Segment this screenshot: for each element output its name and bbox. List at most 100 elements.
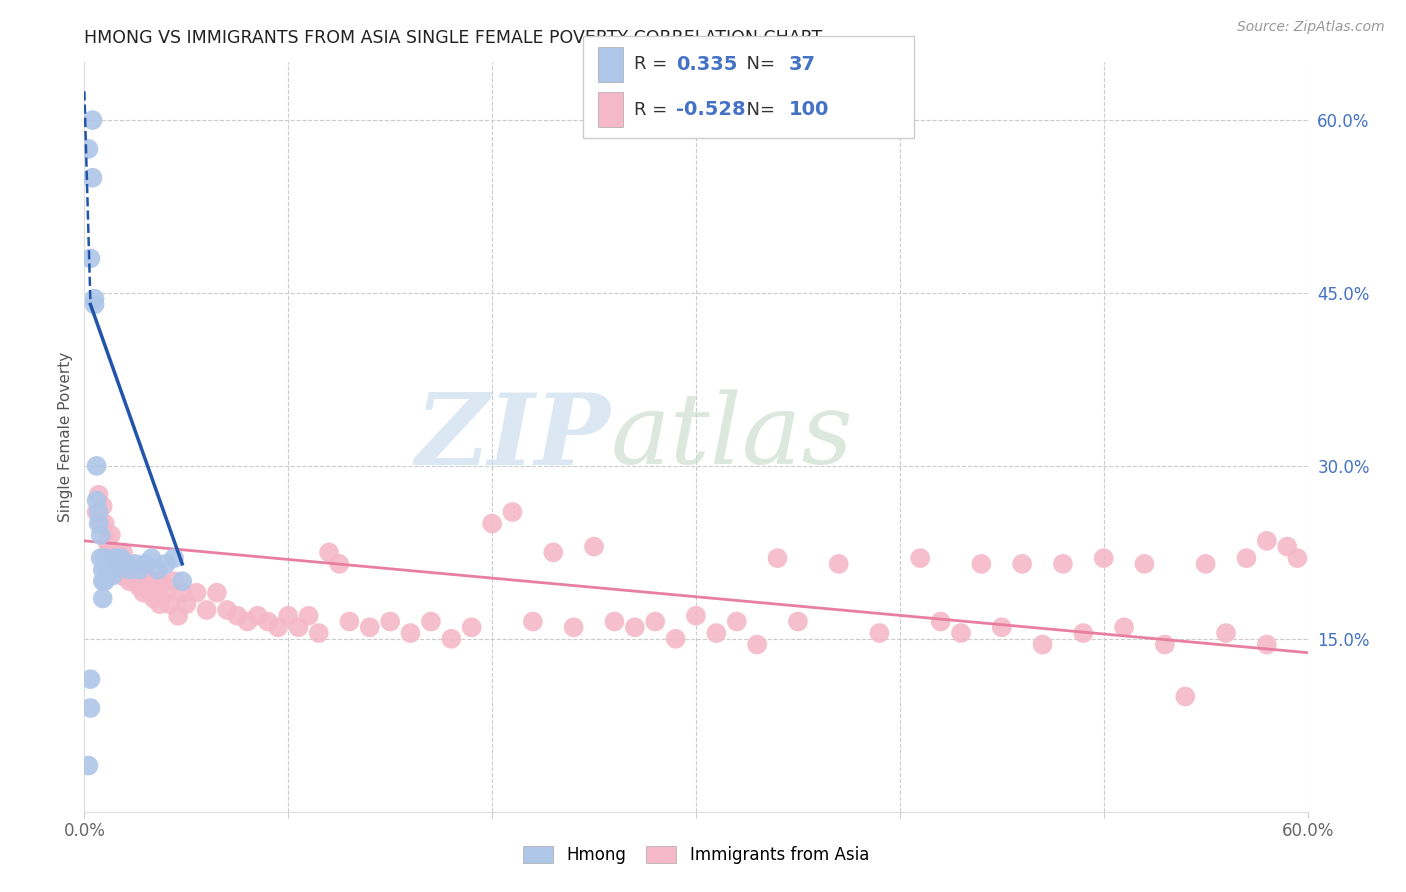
Point (93, 551, 115, 566)
Point (138, 574, 160, 589)
Point (114, 557, 136, 571)
Point (217, 603, 239, 617)
Point (1286, 551, 1309, 566)
Point (86, 505, 108, 519)
Point (308, 626, 330, 640)
Point (665, 632, 688, 646)
Point (93, 574, 115, 589)
Point (246, 608, 269, 623)
Point (82, 170, 104, 185)
Text: Source: ZipAtlas.com: Source: ZipAtlas.com (1237, 20, 1385, 34)
Point (172, 574, 194, 589)
Point (929, 615, 952, 629)
Point (603, 615, 626, 629)
Point (127, 563, 149, 577)
Point (1154, 638, 1177, 652)
Text: atlas: atlas (610, 390, 853, 484)
Point (104, 551, 127, 566)
Point (186, 585, 208, 599)
Point (226, 608, 249, 623)
Point (1256, 533, 1278, 548)
Point (420, 615, 443, 629)
Legend: Hmong, Immigrants from Asia: Hmong, Immigrants from Asia (516, 839, 876, 871)
Point (236, 615, 259, 629)
Text: -0.528: -0.528 (676, 100, 747, 119)
Point (141, 551, 163, 566)
Point (96, 533, 118, 548)
Point (1174, 690, 1197, 704)
Point (766, 551, 789, 566)
Point (624, 620, 647, 634)
Point (562, 620, 585, 634)
Point (257, 615, 280, 629)
Point (583, 540, 606, 554)
Point (163, 551, 186, 566)
Point (79, 672, 101, 686)
Point (318, 545, 340, 559)
Point (141, 585, 163, 599)
Point (86, 493, 108, 508)
Point (91, 563, 114, 577)
Point (77, 758, 100, 772)
Point (108, 557, 131, 571)
Point (328, 557, 350, 571)
Point (128, 563, 150, 577)
Text: ZIP: ZIP (415, 389, 610, 485)
Text: R =: R = (634, 55, 673, 73)
Point (110, 568, 132, 582)
Point (1032, 638, 1054, 652)
Point (90, 516, 112, 531)
Point (114, 563, 136, 577)
Point (869, 626, 891, 640)
Point (93, 516, 115, 531)
Point (124, 557, 146, 571)
Point (90, 528, 112, 542)
Point (339, 615, 361, 629)
Point (787, 615, 810, 629)
Point (135, 557, 157, 571)
Point (685, 608, 707, 623)
Point (1011, 557, 1033, 571)
Y-axis label: Single Female Poverty: Single Female Poverty (58, 352, 73, 522)
Point (267, 620, 290, 634)
Text: 37: 37 (789, 55, 815, 74)
Point (101, 545, 124, 559)
Point (146, 563, 169, 577)
Point (132, 585, 155, 599)
Point (277, 608, 299, 623)
Point (167, 608, 190, 623)
Point (970, 557, 993, 571)
Point (399, 626, 422, 640)
Point (440, 632, 463, 646)
Point (1195, 557, 1218, 571)
Text: R =: R = (634, 101, 673, 119)
Point (1133, 557, 1156, 571)
Point (115, 557, 138, 571)
Point (149, 597, 172, 611)
Point (86, 458, 108, 473)
Text: HMONG VS IMMIGRANTS FROM ASIA SINGLE FEMALE POVERTY CORRELATION CHART: HMONG VS IMMIGRANTS FROM ASIA SINGLE FEM… (84, 29, 823, 47)
Point (910, 551, 932, 566)
Point (118, 574, 141, 589)
Point (1236, 551, 1258, 566)
Point (100, 563, 122, 577)
Point (87, 516, 110, 531)
Point (91, 574, 114, 589)
Point (725, 615, 748, 629)
Point (79, 252, 101, 266)
Point (1215, 626, 1237, 640)
Point (502, 505, 524, 519)
Text: N=: N= (735, 55, 782, 73)
Point (1092, 551, 1115, 566)
Point (91, 591, 114, 606)
Point (100, 528, 122, 542)
Point (91, 500, 114, 514)
Point (522, 615, 544, 629)
Point (644, 615, 666, 629)
Point (104, 557, 127, 571)
Point (83, 297, 105, 311)
Point (97, 540, 120, 554)
Point (1114, 620, 1136, 634)
Point (1073, 626, 1095, 640)
Point (1256, 638, 1278, 652)
